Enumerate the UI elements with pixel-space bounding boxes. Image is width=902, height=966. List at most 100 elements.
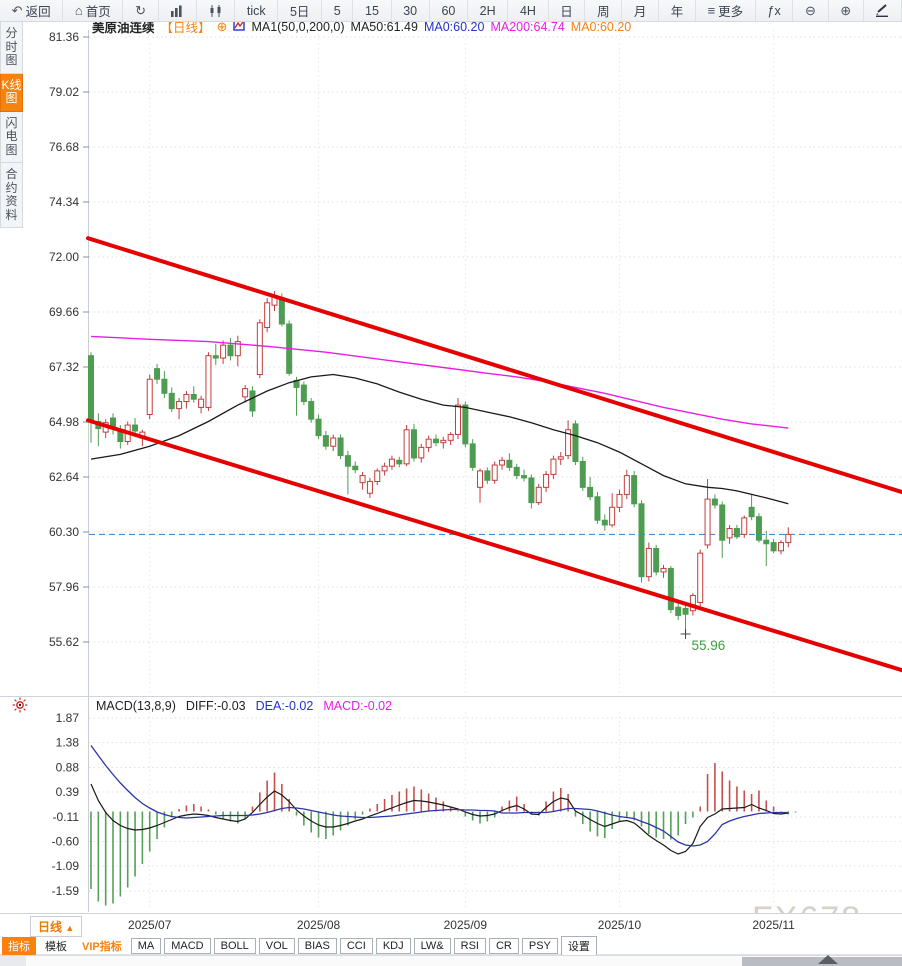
candle-body — [587, 486, 594, 498]
indicator-tab-设置[interactable]: 设置 — [560, 935, 597, 956]
toolbar-button-月[interactable]: 月 — [622, 0, 660, 21]
price-axis-label: 57.96 — [49, 580, 79, 594]
candle-body — [748, 506, 755, 518]
macd-axis-label: 0.88 — [56, 761, 80, 775]
toolbar-button-label: 月 — [633, 5, 647, 19]
toolbar-button-label: ƒx — [767, 3, 781, 18]
candle-body — [176, 401, 183, 410]
candle-body — [227, 344, 234, 357]
price-axis-label: 76.68 — [49, 140, 79, 154]
macd-axis-label: 1.87 — [56, 711, 80, 725]
toolbar-button-周[interactable]: 周 — [585, 0, 623, 21]
price-axis-label: 79.02 — [49, 85, 79, 99]
toolbar-button-更多[interactable]: ≡ 更多 — [696, 0, 756, 21]
candle-body — [726, 527, 733, 539]
candle-body — [220, 344, 227, 359]
candle-body — [154, 368, 161, 380]
trend-channel-line-lower[interactable] — [86, 418, 902, 673]
candle-body — [550, 458, 557, 475]
indicator-tab-PSY[interactable]: PSY — [521, 937, 558, 954]
toolbar-button-refresh-icon[interactable]: ↻ — [123, 0, 159, 21]
toolbar-button-pencil-icon[interactable] — [864, 0, 902, 21]
toolbar-button-15[interactable]: 15 — [353, 0, 392, 21]
toolbar-button-5日[interactable]: 5日 — [278, 0, 323, 21]
zoom-out-icon: ⊖ — [805, 3, 816, 18]
toolbar-button-2H[interactable]: 2H — [468, 0, 509, 21]
macd-axis-label: -0.60 — [52, 835, 80, 849]
toolbar-button-首页[interactable]: ⌂ 首页 — [63, 0, 124, 21]
toolbar-button-5[interactable]: 5 — [322, 0, 354, 21]
candle-body — [543, 473, 550, 488]
toolbar-button-label: 60 — [441, 3, 456, 18]
chevron-up-icon: ▲ — [65, 923, 75, 933]
candle-body — [733, 527, 740, 538]
ma-settings-label: MA1(50,0,200,0) — [251, 19, 345, 34]
macd-dea-line — [90, 745, 789, 847]
candle-body — [455, 404, 461, 435]
toolbar-button-返回[interactable]: ↶ 返回 — [0, 0, 64, 21]
x-axis-label: 2025/10 — [597, 918, 642, 932]
indicator-tab-CCI[interactable]: CCI — [339, 937, 373, 954]
sidebar-item-合约资料[interactable]: 合约资料 — [0, 163, 23, 228]
candle-body — [491, 464, 498, 481]
menu-icon: ≡ — [707, 3, 716, 18]
candle-body — [205, 355, 212, 408]
indicator-tab-RSI[interactable]: RSI — [453, 937, 486, 954]
candle-body — [256, 322, 263, 376]
indicator-tab-CR[interactable]: CR — [488, 937, 519, 954]
indicator-tab-BOLL[interactable]: BOLL — [213, 937, 256, 954]
candle-body — [249, 390, 256, 412]
add-indicator-icon[interactable]: ⊕ — [216, 18, 228, 34]
toolbar-button-label: tick — [246, 3, 266, 18]
sidebar-item-闪电图[interactable]: 闪电图 — [0, 111, 23, 163]
candle-body — [719, 504, 726, 541]
x-axis-label: 2025/09 — [443, 918, 488, 932]
candle-body — [711, 498, 718, 506]
indicator-sun-icon[interactable] — [12, 697, 28, 718]
candle-body — [462, 404, 469, 445]
toolbar-button-4H[interactable]: 4H — [508, 0, 549, 21]
indicator-tab-VOL[interactable]: VOL — [258, 937, 295, 954]
period-selector-label: 日线 — [38, 920, 63, 934]
indicator-tab-BIAS[interactable]: BIAS — [297, 937, 337, 954]
indicator-tab-MA[interactable]: MA — [130, 937, 162, 954]
indicator-tab-模板[interactable]: 模板 — [45, 940, 67, 953]
toolbar-button-label: 周 — [597, 5, 610, 19]
x-axis-label: 2025/07 — [128, 918, 172, 932]
candle-body — [330, 437, 337, 447]
toolbar-button-candlestick-icon[interactable] — [197, 0, 236, 21]
toolbar-button-ƒx[interactable]: ƒx — [756, 0, 794, 21]
candle-body — [609, 506, 616, 526]
scroll-up-triangle-icon[interactable] — [818, 955, 838, 964]
toolbar-button-tick[interactable]: tick — [235, 0, 279, 21]
horizontal-scrollbar[interactable] — [0, 955, 902, 966]
toolbar-button-30[interactable]: 30 — [392, 0, 430, 21]
toolbar-button-zoom-in-icon[interactable]: ⊕ — [829, 0, 864, 21]
indicator-tab-LW&[interactable]: LW& — [413, 937, 451, 954]
toolbar-button-label: 2H — [479, 3, 496, 18]
toolbar-button-label: 15 — [365, 3, 379, 18]
candle-body — [631, 475, 638, 505]
indicator-tab-MACD[interactable]: MACD — [164, 937, 211, 954]
period-selector[interactable]: 日线 ▲ — [30, 916, 83, 937]
macd-axis-label: 1.38 — [56, 736, 80, 750]
toolbar-button-年[interactable]: 年 — [659, 0, 696, 21]
trend-channel-line-upper[interactable] — [86, 236, 902, 495]
indicator-tab-KDJ[interactable]: KDJ — [375, 937, 411, 954]
candle-body — [242, 388, 249, 398]
indicator-tab-指标[interactable]: 指标 — [2, 936, 36, 955]
price-axis-label: 64.98 — [49, 415, 79, 429]
ma50-value: MA50:61.49 — [350, 19, 418, 34]
ma50-line — [90, 373, 789, 505]
candle-body — [315, 418, 322, 437]
candle-body — [499, 459, 506, 466]
sidebar-item-分时图[interactable]: 分时图 — [0, 22, 23, 74]
toolbar-button-bar-chart-icon[interactable] — [159, 0, 197, 21]
sidebar-item-K线图[interactable]: K线图 — [0, 73, 23, 112]
chart-header: 美原油连续 【日线】 ⊕ MA1(50,0,200,0) MA50:61.49 … — [92, 17, 631, 36]
indicator-tab-VIP指标[interactable]: VIP指标 — [82, 940, 122, 953]
toolbar-button-60[interactable]: 60 — [430, 0, 469, 21]
toolbar-button-日[interactable]: 日 — [549, 0, 586, 21]
toolbar-button-zoom-out-icon[interactable]: ⊖ — [793, 0, 829, 21]
